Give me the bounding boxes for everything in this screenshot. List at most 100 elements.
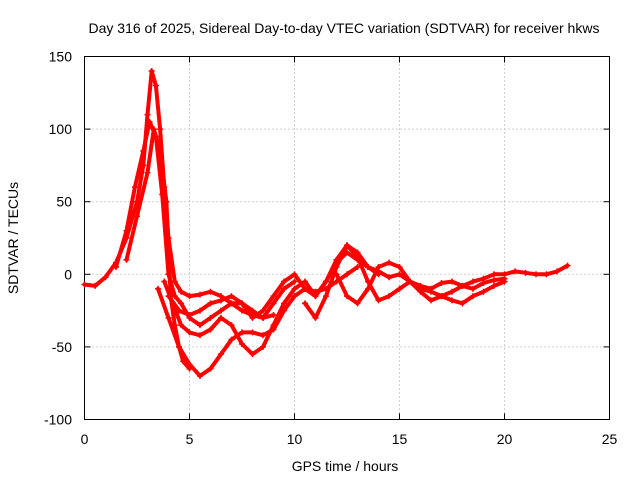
y-axis-label: SDTVAR / TECUs (5, 182, 21, 294)
data-point (428, 288, 434, 295)
data-point (428, 297, 434, 304)
data-point (449, 278, 455, 285)
data-point (470, 293, 476, 300)
data-point (470, 278, 476, 285)
data-point (333, 271, 340, 278)
data-point (228, 322, 235, 329)
data-point (543, 271, 550, 278)
data-point (533, 271, 539, 278)
data-point (480, 275, 487, 282)
data-point (333, 264, 340, 271)
data-point (144, 111, 151, 118)
data-point (260, 343, 266, 350)
data-point (207, 326, 214, 333)
x-tick-label: 15 (392, 431, 408, 447)
data-point (312, 314, 319, 321)
data-point (102, 274, 109, 281)
data-point (323, 293, 329, 300)
data-point (501, 271, 508, 278)
data-point (178, 288, 185, 295)
data-point (163, 198, 170, 205)
data-point (302, 285, 308, 292)
data-point (207, 314, 214, 321)
data-point (239, 307, 245, 314)
y-tick-label: 0 (64, 266, 72, 282)
data-point (491, 282, 497, 289)
data-point (228, 336, 235, 343)
data-point (176, 343, 182, 350)
data-point (207, 300, 214, 307)
y-tick-label: -50 (52, 339, 72, 355)
x-tick-label: 10 (287, 431, 303, 447)
plot-frame (84, 56, 610, 420)
y-tick-label: 50 (56, 194, 72, 210)
data-point (459, 282, 466, 289)
data-point (438, 293, 445, 300)
data-point (92, 282, 98, 289)
data-point (131, 184, 138, 191)
data-point (218, 314, 224, 321)
data-point (396, 271, 403, 278)
data-point (365, 285, 371, 292)
data-point (312, 293, 319, 300)
data-point (150, 126, 157, 133)
data-point (375, 297, 382, 304)
data-point (281, 285, 287, 292)
data-point (354, 300, 361, 307)
data-point (386, 259, 392, 266)
data-point (270, 322, 277, 329)
data-point (365, 264, 371, 271)
data-point (218, 307, 224, 314)
data-point (123, 256, 130, 263)
data-point (218, 297, 224, 304)
data-point (417, 285, 424, 292)
data-point (281, 300, 287, 307)
data-point (396, 264, 403, 271)
data-point (157, 147, 164, 154)
data-point (161, 278, 168, 285)
data-point (249, 307, 256, 314)
data-point (386, 293, 392, 300)
series-line-track-d (156, 265, 360, 378)
data-point (375, 264, 382, 271)
data-point (522, 269, 529, 276)
data-point (291, 285, 298, 292)
data-point (491, 277, 497, 284)
data-point (564, 262, 571, 269)
data-point (148, 68, 155, 75)
data-point (270, 293, 277, 300)
data-point (152, 82, 159, 89)
data-point (81, 281, 88, 288)
data-point (134, 213, 140, 220)
data-point (302, 300, 308, 307)
data-point (144, 169, 151, 176)
data-point (480, 288, 487, 295)
series-line-track-a (82, 69, 276, 320)
data-point (470, 285, 476, 292)
data-point (491, 271, 497, 278)
grid (84, 56, 610, 420)
data-point (354, 253, 361, 260)
data-point (459, 300, 466, 307)
data-point (501, 278, 508, 285)
data-point (512, 268, 518, 275)
data-point (197, 322, 203, 329)
data-point (197, 372, 203, 379)
data-point (270, 311, 277, 318)
data-point (207, 288, 214, 295)
x-tick-label: 0 (81, 431, 89, 447)
chart-title: Day 316 of 2025, Sidereal Day-to-day VTE… (89, 20, 600, 36)
x-tick-label: 5 (186, 431, 194, 447)
data-point (291, 278, 298, 285)
data-point (186, 311, 193, 318)
data-point (291, 293, 298, 300)
data-point (180, 358, 187, 365)
data-point (157, 126, 164, 133)
data-point (239, 340, 245, 347)
data-point (260, 307, 266, 314)
data-point (270, 300, 277, 307)
data-point (228, 293, 235, 300)
data-point (249, 314, 256, 321)
data-point (146, 118, 153, 125)
